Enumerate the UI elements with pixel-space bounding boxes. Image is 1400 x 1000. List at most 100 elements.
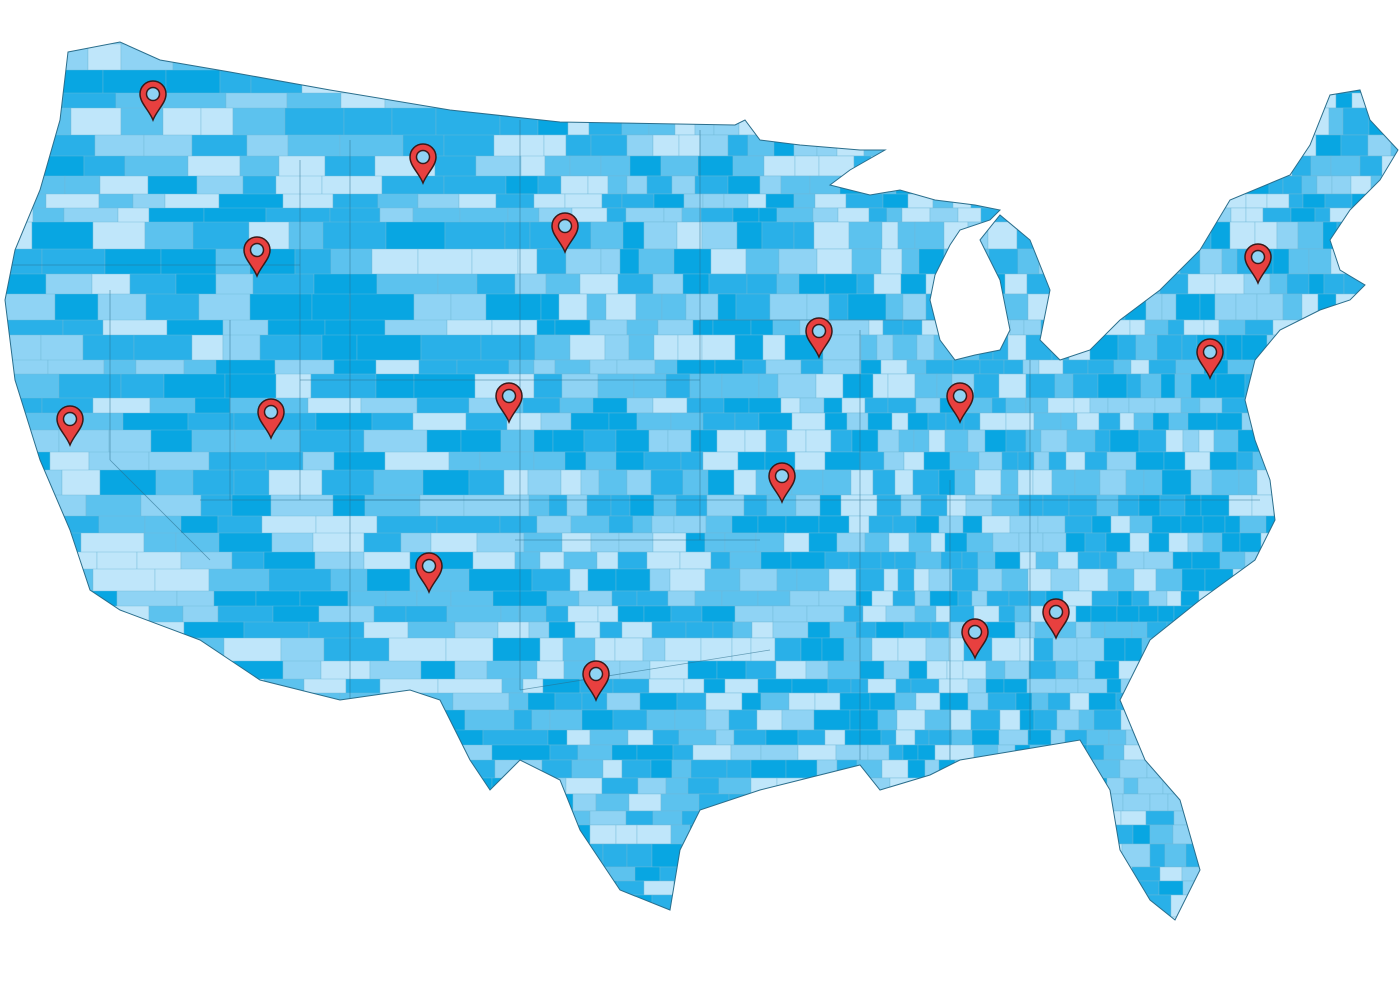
county bbox=[727, 175, 761, 195]
county bbox=[1141, 709, 1162, 731]
map-pin-icon[interactable] bbox=[409, 143, 437, 186]
county bbox=[40, 777, 79, 804]
county bbox=[547, 69, 581, 94]
county bbox=[1221, 692, 1241, 711]
county bbox=[60, 660, 94, 690]
map-pin-icon[interactable] bbox=[946, 382, 974, 425]
map-pin-icon[interactable] bbox=[1196, 338, 1224, 381]
county bbox=[1133, 880, 1160, 896]
county bbox=[820, 92, 855, 109]
county bbox=[430, 759, 496, 789]
map-pin-icon[interactable] bbox=[257, 398, 285, 441]
county bbox=[99, 843, 164, 881]
county bbox=[1133, 412, 1154, 431]
county bbox=[1320, 692, 1347, 711]
county bbox=[744, 824, 766, 845]
county bbox=[883, 660, 910, 680]
county bbox=[627, 729, 654, 746]
county bbox=[1379, 621, 1398, 639]
county bbox=[1160, 709, 1185, 731]
county bbox=[815, 866, 839, 882]
county bbox=[987, 42, 1009, 45]
county bbox=[1152, 412, 1170, 431]
county bbox=[552, 429, 585, 453]
county bbox=[186, 759, 233, 789]
county bbox=[1014, 193, 1043, 209]
county bbox=[714, 69, 754, 94]
county bbox=[1355, 605, 1376, 623]
map-pin-icon[interactable] bbox=[243, 236, 271, 279]
county bbox=[967, 678, 987, 694]
county bbox=[643, 605, 672, 623]
county bbox=[1100, 273, 1124, 295]
county bbox=[1106, 193, 1135, 209]
county bbox=[99, 759, 143, 789]
county bbox=[126, 637, 186, 675]
county bbox=[1106, 451, 1137, 471]
map-pin-icon[interactable] bbox=[551, 212, 579, 255]
county bbox=[765, 729, 799, 746]
county bbox=[1107, 568, 1135, 592]
county bbox=[1384, 777, 1398, 795]
county bbox=[923, 451, 951, 471]
county bbox=[1116, 551, 1145, 570]
county bbox=[1296, 568, 1325, 592]
county bbox=[823, 107, 844, 136]
county bbox=[670, 824, 691, 845]
county bbox=[1008, 793, 1038, 812]
county bbox=[855, 590, 873, 607]
county bbox=[5, 678, 57, 702]
county bbox=[1195, 759, 1218, 779]
map-pin-icon[interactable] bbox=[805, 317, 833, 360]
county bbox=[650, 759, 673, 779]
county bbox=[1290, 207, 1316, 223]
county bbox=[949, 451, 980, 471]
county bbox=[876, 824, 897, 845]
county bbox=[1279, 744, 1305, 761]
map-pin-icon[interactable] bbox=[961, 618, 989, 661]
map-pin-icon[interactable] bbox=[1244, 243, 1272, 286]
map-pin-icon[interactable] bbox=[139, 80, 167, 123]
county bbox=[1392, 810, 1398, 826]
county bbox=[892, 515, 917, 534]
county bbox=[599, 92, 619, 109]
county bbox=[1195, 42, 1217, 45]
county bbox=[821, 880, 843, 896]
county bbox=[539, 92, 577, 109]
county bbox=[31, 590, 74, 616]
county bbox=[1202, 532, 1223, 553]
county bbox=[730, 744, 762, 761]
county bbox=[586, 494, 612, 517]
county bbox=[1297, 221, 1324, 250]
map-pin-icon[interactable] bbox=[56, 405, 84, 448]
map-pin-icon[interactable] bbox=[1042, 598, 1070, 641]
map-pin-icon[interactable] bbox=[768, 462, 796, 505]
map-pin-icon[interactable] bbox=[582, 660, 610, 703]
county bbox=[918, 248, 945, 275]
county bbox=[1214, 293, 1237, 321]
county bbox=[772, 621, 809, 639]
county bbox=[735, 293, 771, 321]
county bbox=[1168, 532, 1189, 553]
county bbox=[634, 866, 661, 882]
county bbox=[1197, 824, 1223, 845]
county bbox=[1065, 793, 1096, 812]
county bbox=[1279, 515, 1307, 534]
county bbox=[251, 894, 286, 920]
county bbox=[701, 334, 736, 361]
county bbox=[537, 175, 562, 195]
county bbox=[1364, 759, 1380, 779]
county bbox=[618, 43, 639, 71]
county bbox=[1286, 373, 1315, 399]
map-pin-icon[interactable] bbox=[495, 382, 523, 425]
county bbox=[649, 568, 671, 592]
county bbox=[589, 810, 627, 826]
county bbox=[1308, 916, 1329, 920]
county bbox=[569, 568, 589, 592]
map-pin-icon[interactable] bbox=[415, 552, 443, 595]
county bbox=[1122, 894, 1146, 918]
county bbox=[965, 494, 993, 517]
county bbox=[1381, 744, 1398, 761]
county bbox=[900, 494, 922, 517]
county bbox=[813, 843, 835, 868]
